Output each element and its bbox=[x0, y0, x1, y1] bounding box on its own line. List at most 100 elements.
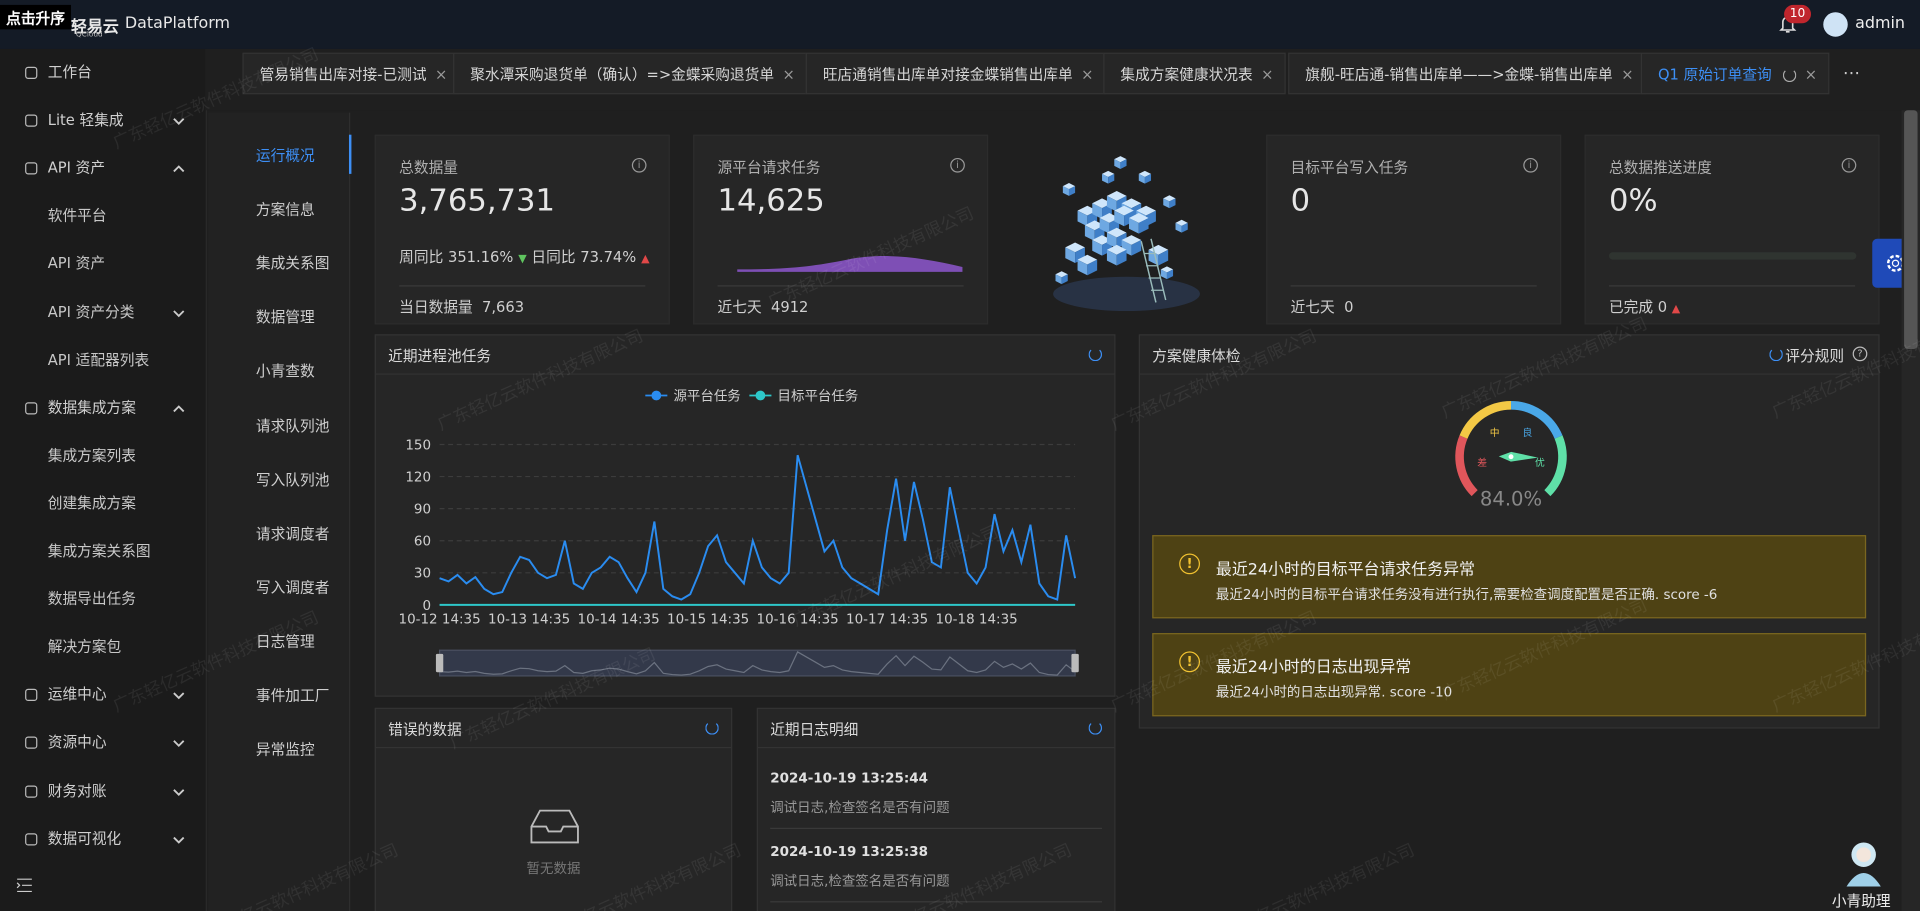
card-footer: 近七天 0 bbox=[1291, 296, 1354, 317]
zoom-preview bbox=[439, 651, 1076, 676]
panel-title: 近期日志明细 bbox=[770, 721, 859, 739]
side-label: 数据集成方案 bbox=[47, 398, 136, 416]
footer-value: 7,663 bbox=[482, 298, 525, 316]
cube-top bbox=[1092, 198, 1112, 209]
side-label: 集成方案列表 bbox=[47, 446, 136, 464]
tab[interactable]: 旗舰-旺店通-销售出库单——>金蝶-销售出库单 × bbox=[1288, 52, 1646, 95]
tab[interactable]: Q1 原始订单查询 × bbox=[1640, 52, 1830, 95]
sub-nav-item[interactable]: 写入调度者 bbox=[255, 578, 330, 597]
tab-close[interactable]: × bbox=[782, 66, 795, 84]
sub-nav-item[interactable]: 运行概况 bbox=[256, 134, 352, 174]
sub-nav-item[interactable]: 方案信息 bbox=[255, 200, 315, 219]
notification-count: 10 bbox=[1784, 4, 1812, 24]
tab-close[interactable]: × bbox=[435, 66, 448, 84]
info-icon[interactable]: i bbox=[1523, 157, 1538, 173]
sub-nav-item[interactable]: 写入队列池 bbox=[255, 470, 330, 489]
refresh-icon[interactable] bbox=[1769, 347, 1783, 362]
side-icon bbox=[25, 401, 38, 415]
y-tick-label: 150 bbox=[405, 438, 431, 453]
x-tick-label: 10-15 14:35 bbox=[667, 612, 749, 627]
info-icon[interactable]: i bbox=[1841, 157, 1857, 173]
sub-nav-item[interactable]: 集成关系图 bbox=[255, 254, 330, 273]
side-subitem[interactable]: 集成方案关系图 bbox=[0, 528, 206, 576]
sidebar: 工作台 Lite 轻集成 API 资产 软件平台 API 资产 API 资产分类 API 适… bbox=[0, 48, 207, 911]
refresh-icon[interactable] bbox=[705, 721, 719, 735]
alert-title: 最近24小时的日志出现异常 bbox=[1215, 658, 1412, 678]
sub-nav-item[interactable]: 事件加工厂 bbox=[255, 686, 330, 705]
help-icon[interactable]: ? bbox=[1852, 346, 1868, 362]
side-item[interactable]: Lite 轻集成 bbox=[0, 97, 206, 145]
side-item[interactable]: 数据集成方案 bbox=[0, 384, 206, 432]
app-name: DataPlatform bbox=[124, 14, 231, 34]
side-subitem[interactable]: 数据导出任务 bbox=[0, 576, 206, 624]
side-item[interactable]: 运维中心 bbox=[0, 671, 206, 719]
side-item[interactable]: 资源中心 bbox=[0, 719, 206, 767]
empty-icon bbox=[530, 809, 579, 844]
avatar[interactable] bbox=[1823, 12, 1848, 37]
side-label: 数据导出任务 bbox=[47, 590, 136, 608]
panel-title: 错误的数据 bbox=[388, 721, 462, 739]
pool-panel: 近期进程池任务 0 30 60 90 120 150 10-12 14:35 10-13 14… bbox=[374, 334, 1116, 697]
user-name[interactable]: admin bbox=[1855, 14, 1905, 34]
sub-nav-item[interactable]: 数据管理 bbox=[255, 308, 315, 327]
sub-nav-item[interactable]: 异常监控 bbox=[255, 740, 315, 759]
tab[interactable]: 聚水潭采购退货单（确认）=>金蝶采购退货单 × bbox=[453, 52, 808, 95]
sub-nav-item[interactable]: 日志管理 bbox=[255, 632, 315, 651]
divider bbox=[399, 285, 646, 287]
tab[interactable]: 管易销售出库对接-已测试 × bbox=[242, 52, 460, 95]
tab[interactable]: 旺店通销售出库单对接金蝶销售出库单 × bbox=[805, 52, 1106, 95]
active-indicator bbox=[348, 134, 352, 174]
zoom-handle[interactable] bbox=[1071, 653, 1079, 673]
tab[interactable]: 集成方案健康状况表 × bbox=[1103, 52, 1286, 95]
tab-close[interactable]: × bbox=[1081, 66, 1094, 84]
cube-left bbox=[1077, 210, 1088, 227]
x-tick-label: 10-14 14:35 bbox=[578, 612, 660, 627]
side-subitem[interactable]: 解决方案包 bbox=[0, 623, 206, 671]
sub-nav-item[interactable]: 请求队列池 bbox=[255, 416, 330, 435]
cube-left bbox=[1092, 240, 1103, 256]
zoom-handle[interactable] bbox=[435, 653, 444, 673]
card-total: 总数据量 i 3,765,731 周同比 351.16% ▼ 日同比 73.74% ▲… bbox=[374, 134, 670, 325]
chevron-up bbox=[173, 404, 185, 412]
legend-marker bbox=[651, 390, 662, 401]
side-subitem[interactable]: 创建集成方案 bbox=[0, 480, 206, 528]
side-subitem[interactable]: API 资产 bbox=[0, 240, 206, 288]
side-item[interactable]: 工作台 bbox=[0, 49, 206, 97]
side-subitem[interactable]: 软件平台 bbox=[0, 193, 206, 241]
assistant-avatar[interactable] bbox=[1837, 833, 1891, 889]
side-subitem[interactable]: 集成方案列表 bbox=[0, 432, 206, 480]
info-icon[interactable]: i bbox=[950, 157, 965, 173]
side-item[interactable]: 财务对账 bbox=[0, 767, 206, 815]
icon-shape bbox=[25, 401, 38, 415]
refresh-icon[interactable] bbox=[1088, 347, 1103, 362]
side-label: 工作台 bbox=[47, 63, 92, 81]
sub-nav-item[interactable]: 小青查数 bbox=[255, 362, 315, 381]
badge[interactable]: 点击升序 bbox=[6, 9, 65, 27]
scroll-thumb[interactable] bbox=[1904, 110, 1918, 349]
refresh-icon[interactable] bbox=[1088, 721, 1103, 735]
legend-label[interactable]: 目标平台任务 bbox=[778, 388, 859, 404]
refresh-icon[interactable] bbox=[1782, 68, 1797, 83]
side-item[interactable]: API 资产 bbox=[0, 145, 206, 193]
cube-left bbox=[1084, 225, 1095, 241]
info-icon[interactable]: i bbox=[631, 157, 647, 173]
tab-more[interactable]: ⋯ bbox=[1842, 63, 1861, 84]
alert-detail: 最近24小时的日志出现异常. score -10 bbox=[1215, 684, 1453, 701]
rule-link[interactable]: 评分规则 bbox=[1785, 347, 1845, 365]
tab-close[interactable]: × bbox=[1804, 66, 1818, 84]
assistant-label[interactable]: 小青助理 bbox=[1831, 892, 1891, 910]
series-line bbox=[439, 454, 1077, 601]
chevron-up bbox=[173, 165, 185, 173]
top-bar: 点击升序 轻易云 QCloud DataPlatform 10 admin bbox=[0, 0, 1920, 49]
side-item[interactable]: 数据可视化 bbox=[0, 815, 206, 863]
sub-nav-item[interactable]: 请求调度者 bbox=[255, 524, 330, 543]
cube-left bbox=[1114, 159, 1121, 169]
collapse-icon[interactable] bbox=[16, 878, 33, 893]
tab-close[interactable]: × bbox=[1621, 66, 1634, 84]
footer-label: 近七天 bbox=[717, 298, 762, 316]
tab-close[interactable]: × bbox=[1261, 66, 1274, 84]
empty-text: 暂无数据 bbox=[526, 860, 581, 877]
legend-label[interactable]: 源平台任务 bbox=[673, 388, 740, 404]
side-subitem[interactable]: API 资产分类 bbox=[0, 288, 206, 336]
side-subitem[interactable]: API 适配器列表 bbox=[0, 336, 206, 384]
